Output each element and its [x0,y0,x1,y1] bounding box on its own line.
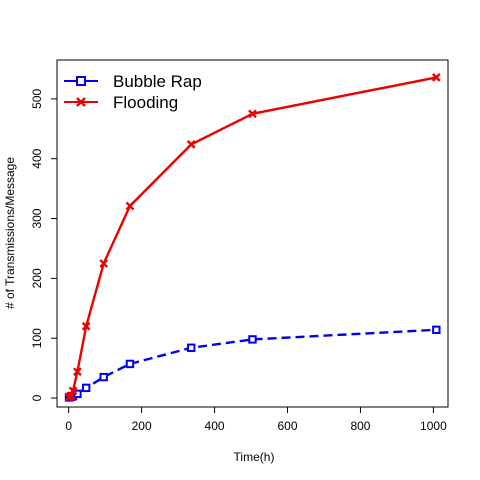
y-tick-label: 400 [30,148,44,168]
legend-label: Flooding [113,93,178,112]
axes: 0 200 400 600 800 1000 0 100 200 300 400 500 [30,89,447,433]
legend-marker-square [76,76,86,86]
data-point [187,343,196,352]
data-point [125,359,135,369]
data-point [432,325,441,335]
data-point [431,73,441,82]
x-tick-label: 800 [350,419,370,433]
legend: Bubble Rap Flooding [64,72,202,112]
data-point [66,391,76,400]
data-point [248,335,257,344]
x-tick-label: 0 [65,419,72,433]
data-point [73,367,82,377]
legend-label: Bubble Rap [113,72,202,91]
data-point [125,201,135,211]
plot-frame [56,59,449,408]
x-tick-label: 400 [205,419,225,433]
data-point [81,321,91,331]
y-tick-label: 200 [30,268,44,288]
x-tick-label: 200 [132,419,152,433]
data-point [68,386,78,396]
data-point [81,383,91,393]
data-point [248,109,257,119]
series-layer [64,73,441,402]
x-tick-label: 600 [277,419,297,433]
y-tick-label: 300 [30,208,44,228]
y-tick-label: 500 [30,89,44,109]
x-axis-title: Time(h) [234,450,275,464]
y-tick-label: 0 [30,394,44,401]
x-tick-label: 1000 [420,419,447,433]
data-point [186,140,196,149]
data-point [99,372,108,382]
legend-marker-x [76,97,86,107]
y-tick-label: 100 [30,328,44,348]
y-axis-title: # of Transmissions/Message [3,157,17,309]
data-point [99,259,109,268]
series-line-2 [68,76,437,399]
